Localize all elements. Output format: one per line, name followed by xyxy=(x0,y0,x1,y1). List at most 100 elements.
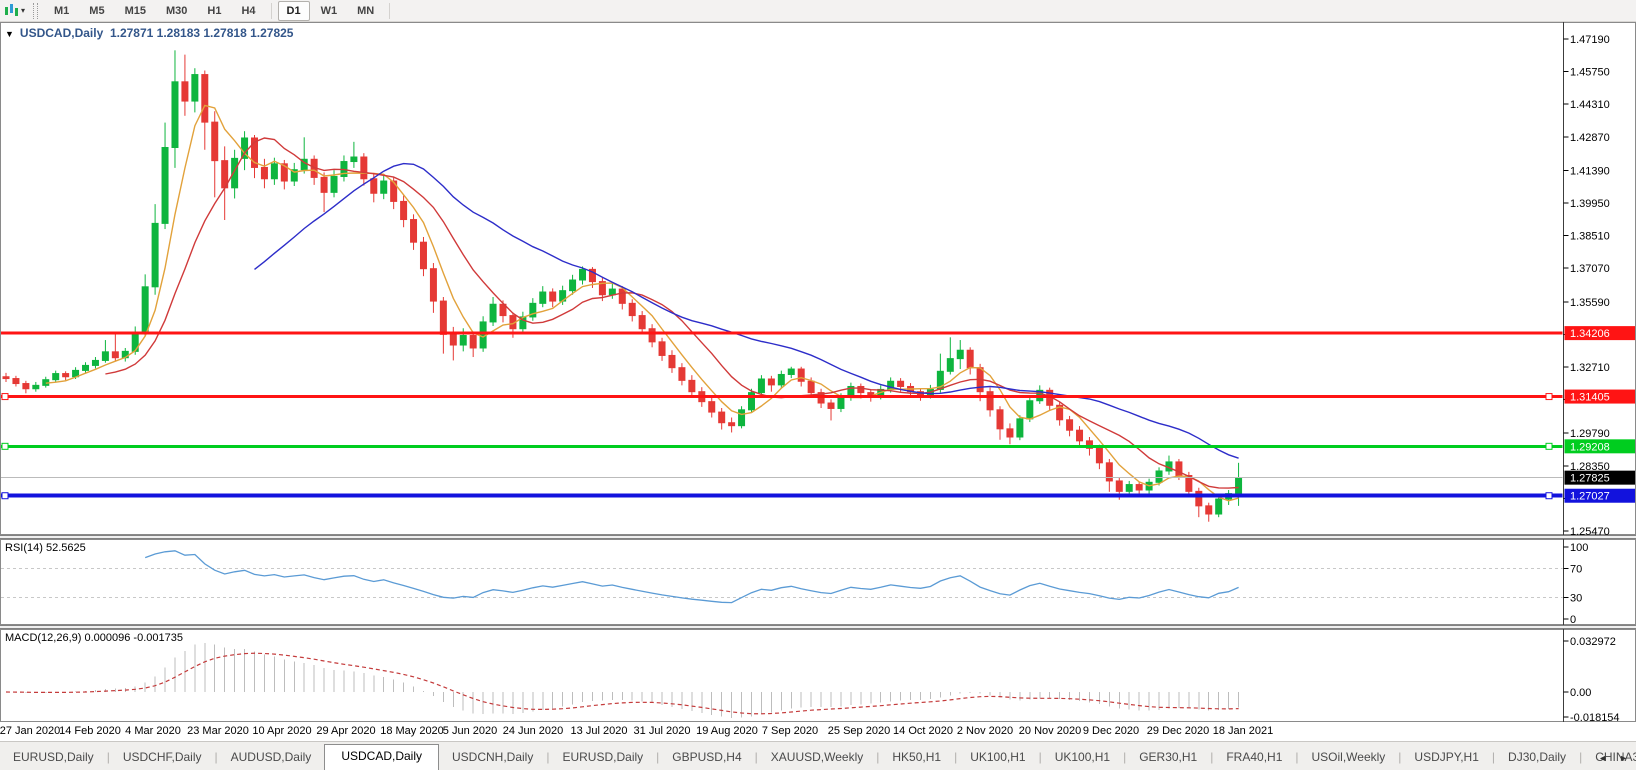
chart-tab-usdjpy-h1[interactable]: USDJPY,H1 xyxy=(1414,750,1479,764)
candle-body xyxy=(191,74,199,102)
timeframe-button-m1[interactable]: M1 xyxy=(54,4,70,17)
chart-type-button[interactable]: ▾ xyxy=(0,4,29,17)
timeframe-button-m15[interactable]: M15 xyxy=(124,4,146,17)
macd-canvas[interactable]: 0.032972 0.00 -0.018154 xyxy=(0,629,1636,724)
window-splitter[interactable] xyxy=(0,625,1636,629)
tab-separator: | xyxy=(1210,750,1214,764)
tab-separator: | xyxy=(954,750,958,764)
tab-separator: | xyxy=(754,750,758,764)
timeframe-button-w1[interactable]: W1 xyxy=(320,4,338,17)
tab-separator: | xyxy=(1579,750,1583,764)
tab-separator: | xyxy=(214,750,218,764)
timeframe-buttons: M1 M5 M15 M30 H1 H4 D1 W1 MN xyxy=(44,0,395,21)
timeframe-button-d1[interactable]: D1 xyxy=(277,0,310,21)
chart-tab-eurusd-daily[interactable]: EURUSD,Daily xyxy=(13,750,94,764)
chart-tab-audusd-daily[interactable]: AUDUSD,Daily xyxy=(230,750,312,764)
scroll-tabs-right-button[interactable]: ► xyxy=(1619,753,1628,763)
candle-body xyxy=(797,368,805,382)
chart-tab-gbpusd-h4[interactable]: GBPUSD,H4 xyxy=(672,750,742,764)
symbol-period-label: USDCAD,Daily xyxy=(19,26,104,40)
svg-text:1.27825: 1.27825 xyxy=(1570,473,1610,485)
candle-body xyxy=(787,368,795,375)
rsi-canvas[interactable]: 100 70 30 0 xyxy=(0,539,1636,626)
scroll-tabs-left-button[interactable]: ◄ xyxy=(1598,753,1608,763)
candle-body xyxy=(419,241,427,270)
hline-support-blue[interactable] xyxy=(0,492,1563,500)
hline-price-label xyxy=(1564,389,1635,404)
candle-body xyxy=(827,402,835,409)
candle-body xyxy=(101,351,109,361)
svg-text:1.34206: 1.34206 xyxy=(1570,328,1610,340)
hline-drag-handle[interactable] xyxy=(1,492,9,500)
chart-tab-usdcnh-daily[interactable]: USDCNH,Daily xyxy=(452,750,534,764)
main-chart-window: ▼ USDCAD,Daily 1.27871 1.28183 1.27818 1.… xyxy=(0,22,1636,538)
chart-tab-ger30-h1[interactable]: GER30,H1 xyxy=(1139,750,1198,764)
candle-body xyxy=(370,178,378,194)
hline-drag-handle[interactable] xyxy=(1545,393,1553,401)
candle-body xyxy=(330,175,338,193)
candle-body xyxy=(12,378,20,385)
chart-tab-usdchf-daily[interactable]: USDCHF,Daily xyxy=(122,750,202,764)
timeframe-button-h4[interactable]: H4 xyxy=(241,4,256,17)
candle-body xyxy=(380,180,388,194)
chart-tab-uk100-h1[interactable]: UK100,H1 xyxy=(970,750,1026,764)
date-tick-label: 27 Jan 2020 xyxy=(0,725,61,737)
hline-support-green[interactable] xyxy=(0,442,1563,450)
candle-body xyxy=(668,354,676,369)
price-tick-label: 1.28350 xyxy=(1570,461,1610,473)
date-tick-label: 31 Jul 2020 xyxy=(633,725,691,737)
chart-tab-fra40-h1[interactable]: FRA40,H1 xyxy=(1226,750,1283,764)
chart-tab-usoil-weekly[interactable]: USOil,Weekly xyxy=(1311,750,1386,764)
svg-text:1.31405: 1.31405 xyxy=(1570,392,1610,404)
hline-drag-handle[interactable] xyxy=(1545,442,1553,450)
price-tick-label: 1.37070 xyxy=(1570,263,1610,275)
candle-body xyxy=(211,121,219,162)
timeframe-button-h1[interactable]: H1 xyxy=(207,4,222,17)
candle-body xyxy=(648,328,656,343)
candle-body xyxy=(757,378,765,394)
chart-tab-hk50-h1[interactable]: HK50,H1 xyxy=(892,750,942,764)
timeframe-button-m30[interactable]: M30 xyxy=(165,4,188,17)
candle-body xyxy=(897,380,905,387)
candle-body xyxy=(837,396,845,409)
tab-separator: | xyxy=(1295,750,1299,764)
candle-body xyxy=(1195,490,1203,507)
window-splitter[interactable] xyxy=(0,535,1636,539)
price-tick-label: 1.44310 xyxy=(1570,99,1610,111)
chart-tab-eurusd-daily[interactable]: EURUSD,Daily xyxy=(562,750,644,764)
hline-drag-handle[interactable] xyxy=(1,442,9,450)
candle-body xyxy=(678,367,686,381)
chart-tab-usdcad-daily[interactable]: USDCAD,Daily xyxy=(324,744,439,770)
date-tick-label: 10 Apr 2020 xyxy=(252,725,312,737)
candle-body xyxy=(1185,475,1193,492)
candle-body xyxy=(658,341,666,356)
rsi-label: RSI(14) 52.5625 xyxy=(5,542,86,554)
candle-body xyxy=(151,222,159,288)
candle-body xyxy=(111,351,119,359)
candle-body xyxy=(270,163,278,180)
timeframe-button-mn[interactable]: MN xyxy=(357,4,375,17)
date-tick-label: 2 Nov 2020 xyxy=(956,725,1014,737)
candle-body xyxy=(539,291,547,304)
time-axis[interactable]: 27 Jan 2020 14 Feb 2020 4 Mar 2020 23 Mar 2… xyxy=(0,722,1636,741)
toolbar-grip[interactable] xyxy=(33,2,39,19)
date-tick-label: 29 Apr 2020 xyxy=(316,725,376,737)
main-chart-canvas[interactable]: 1.47190 1.45750 1.44310 1.42870 1.41390 1.399… xyxy=(0,22,1636,538)
chart-stack: ▼ USDCAD,Daily 1.27871 1.28183 1.27818 1.… xyxy=(0,22,1636,741)
tab-separator: | xyxy=(1491,750,1496,764)
candle-body xyxy=(638,315,646,330)
timeframe-button-m5[interactable]: M5 xyxy=(89,4,105,17)
candle-body xyxy=(62,373,70,378)
chart-tab-xauusd-weekly[interactable]: XAUUSD,Weekly xyxy=(770,750,864,764)
candle-body xyxy=(1085,440,1093,449)
candle-body xyxy=(1016,418,1024,438)
chart-tab-china300-h1[interactable]: CHINA300,H1 xyxy=(1595,750,1636,764)
chart-tab-dj30-daily[interactable]: DJ30,Daily xyxy=(1508,750,1567,764)
hline-price-label xyxy=(1564,326,1635,341)
candle-body xyxy=(360,156,368,180)
hline-drag-handle[interactable] xyxy=(1545,492,1553,500)
chart-tab-uk100-h1[interactable]: UK100,H1 xyxy=(1054,750,1111,764)
collapse-triangle-icon[interactable]: ▼ xyxy=(5,29,14,39)
hline-drag-handle[interactable] xyxy=(1,393,9,401)
hline-resistance-lower[interactable] xyxy=(0,393,1563,401)
